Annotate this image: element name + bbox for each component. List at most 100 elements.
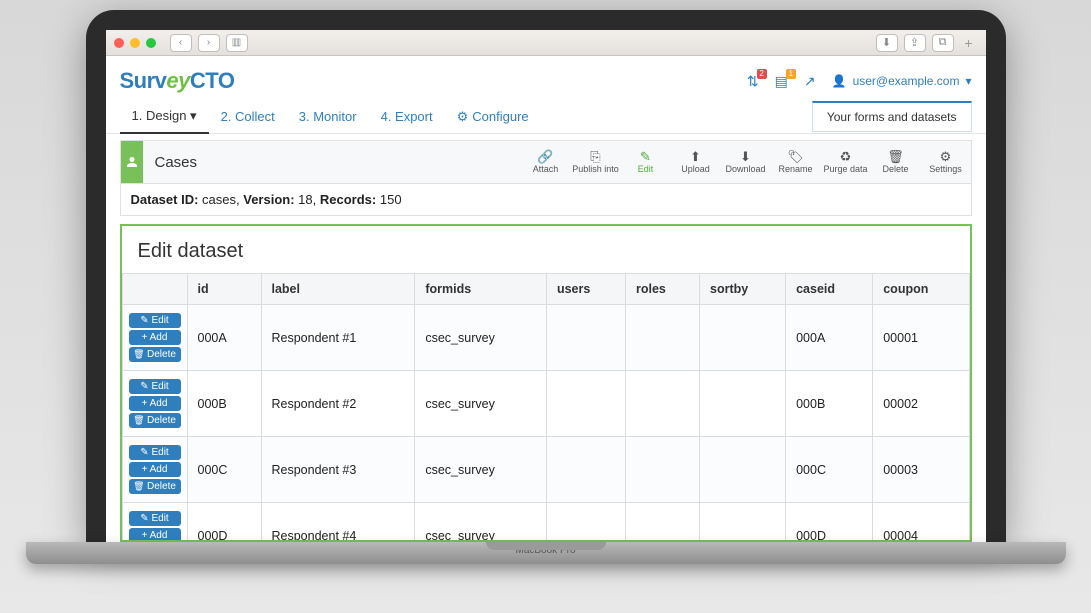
cell-roles [626, 437, 700, 503]
row-edit-button[interactable]: Edit [129, 511, 181, 526]
laptop-frame: ‹ › ▥ ⬇ ⇪ ⧉ + SurveyCTO ⇅2 ▤1 ↗ [86, 10, 1006, 564]
table-row: EditAddDelete000CRespondent #3csec_surve… [122, 437, 969, 503]
row-delete-button[interactable]: Delete [129, 479, 181, 494]
chevron-down-icon: ▾ [965, 74, 971, 88]
edit-dataset-panel: Edit dataset id label formids users role… [120, 224, 972, 542]
row-edit-button[interactable]: Edit [129, 445, 181, 460]
cell-label: Respondent #4 [261, 503, 415, 543]
cell-id: 000A [187, 305, 261, 371]
sync-badge: 2 [757, 69, 767, 79]
screen: ‹ › ▥ ⬇ ⇪ ⧉ + SurveyCTO ⇅2 ▤1 ↗ [106, 30, 986, 542]
row-edit-button[interactable]: Edit [129, 313, 181, 328]
row-delete-button[interactable]: Delete [129, 347, 181, 362]
tool-publish[interactable]: ⎘Publish into [571, 141, 621, 183]
logo-part-2: ey [166, 68, 189, 93]
cell-users [546, 503, 625, 543]
header-actions: ⇅2 ▤1 ↗ 👤 user@example.com ▾ [747, 73, 972, 90]
user-email: user@example.com [853, 74, 960, 88]
tab-configure[interactable]: ⚙Configure [445, 101, 541, 133]
tab-collect[interactable]: 2. Collect [209, 101, 287, 132]
col-actions [122, 274, 187, 305]
row-actions: Edit Add Delete [122, 371, 187, 437]
row-actions: Edit Add Delete [122, 437, 187, 503]
cell-caseid: 000A [786, 305, 873, 371]
col-roles: roles [626, 274, 700, 305]
cell-coupon: 00001 [873, 305, 969, 371]
edit-icon: ✎ [640, 150, 651, 163]
cell-caseid: 000D [786, 503, 873, 543]
tool-download[interactable]: ⬇Download [721, 141, 771, 183]
laptop-base: MacBook Pro [26, 542, 1066, 564]
cell-sortby [700, 371, 786, 437]
download-icon: ⬇ [740, 150, 751, 163]
cell-sortby [700, 503, 786, 543]
col-id: id [187, 274, 261, 305]
cell-users [546, 371, 625, 437]
dataset-meta: Dataset ID: cases, Version: 18, Records:… [120, 184, 972, 216]
cell-coupon: 00004 [873, 503, 969, 543]
row-actions: EditAddDelete [122, 503, 187, 543]
dataset-table: id label formids users roles sortby case… [122, 273, 970, 542]
col-sortby: sortby [700, 274, 786, 305]
cell-formids: csec_survey [415, 305, 547, 371]
content-area: Cases 🔗Attach ⎘Publish into ✎Edit ⬆Uploa… [106, 134, 986, 542]
forms-datasets-link[interactable]: Your forms and datasets [812, 101, 972, 132]
row-add-button[interactable]: Add [129, 330, 181, 345]
purge-icon: ♻ [840, 150, 852, 163]
tool-purge[interactable]: ♻Purge data [821, 141, 871, 183]
row-add-button[interactable]: Add [129, 396, 181, 411]
col-label: label [261, 274, 415, 305]
app-header: SurveyCTO ⇅2 ▤1 ↗ 👤 user@example.com ▾ [106, 56, 986, 100]
forward-button[interactable]: › [198, 34, 220, 52]
cards-icon[interactable]: ▤1 [775, 73, 788, 90]
user-icon: 👤 [832, 74, 847, 88]
tool-edit[interactable]: ✎Edit [621, 141, 671, 183]
back-button[interactable]: ‹ [170, 34, 192, 52]
cell-sortby [700, 305, 786, 371]
row-add-button[interactable]: Add [129, 528, 181, 542]
tool-settings[interactable]: ⚙Settings [921, 141, 971, 183]
download-indicator-icon[interactable]: ⬇ [876, 34, 898, 52]
sync-icon[interactable]: ⇅2 [747, 73, 759, 90]
cell-roles [626, 371, 700, 437]
tool-delete[interactable]: 🗑Delete [871, 141, 921, 183]
maximize-window-icon[interactable] [146, 38, 156, 48]
close-window-icon[interactable] [114, 38, 124, 48]
table-row: EditAddDelete000BRespondent #2csec_surve… [122, 371, 969, 437]
dataset-type-icon [121, 141, 143, 183]
dataset-toolbar: 🔗Attach ⎘Publish into ✎Edit ⬆Upload ⬇Dow… [521, 141, 971, 183]
table-row: EditAddDelete000DRespondent #4csec_surve… [122, 503, 969, 543]
settings-icon: ⚙ [940, 150, 952, 163]
dataset-header: Cases 🔗Attach ⎘Publish into ✎Edit ⬆Uploa… [120, 140, 972, 184]
rename-icon: 🏷 [787, 150, 804, 163]
row-edit-button[interactable]: Edit [129, 379, 181, 394]
sidebar-toggle[interactable]: ▥ [226, 34, 248, 52]
upload-icon: ⬆ [690, 150, 701, 163]
laptop-bezel: ‹ › ▥ ⬇ ⇪ ⧉ + SurveyCTO ⇅2 ▤1 ↗ [86, 10, 1006, 542]
minimize-window-icon[interactable] [130, 38, 140, 48]
row-add-button[interactable]: Add [129, 462, 181, 477]
tab-export[interactable]: 4. Export [369, 101, 445, 132]
tool-attach[interactable]: 🔗Attach [521, 141, 571, 183]
tool-rename[interactable]: 🏷Rename [771, 141, 821, 183]
panel-title: Edit dataset [122, 240, 970, 273]
col-formids: formids [415, 274, 547, 305]
external-link-icon[interactable]: ↗ [804, 73, 816, 90]
cell-label: Respondent #2 [261, 371, 415, 437]
row-delete-button[interactable]: Delete [129, 413, 181, 428]
tabs-icon[interactable]: ⧉ [932, 34, 954, 52]
delete-icon: 🗑 [887, 150, 904, 163]
tool-upload[interactable]: ⬆Upload [671, 141, 721, 183]
cell-users [546, 305, 625, 371]
cell-id: 000D [187, 503, 261, 543]
tab-design[interactable]: 1. Design ▾ [120, 100, 209, 134]
user-menu[interactable]: 👤 user@example.com ▾ [832, 74, 972, 88]
row-actions: Edit Add Delete [122, 305, 187, 371]
cell-formids: csec_survey [415, 371, 547, 437]
new-tab-button[interactable]: + [960, 35, 978, 51]
col-coupon: coupon [873, 274, 969, 305]
tab-monitor[interactable]: 3. Monitor [287, 101, 369, 132]
cell-coupon: 00002 [873, 371, 969, 437]
share-icon[interactable]: ⇪ [904, 34, 926, 52]
col-users: users [546, 274, 625, 305]
